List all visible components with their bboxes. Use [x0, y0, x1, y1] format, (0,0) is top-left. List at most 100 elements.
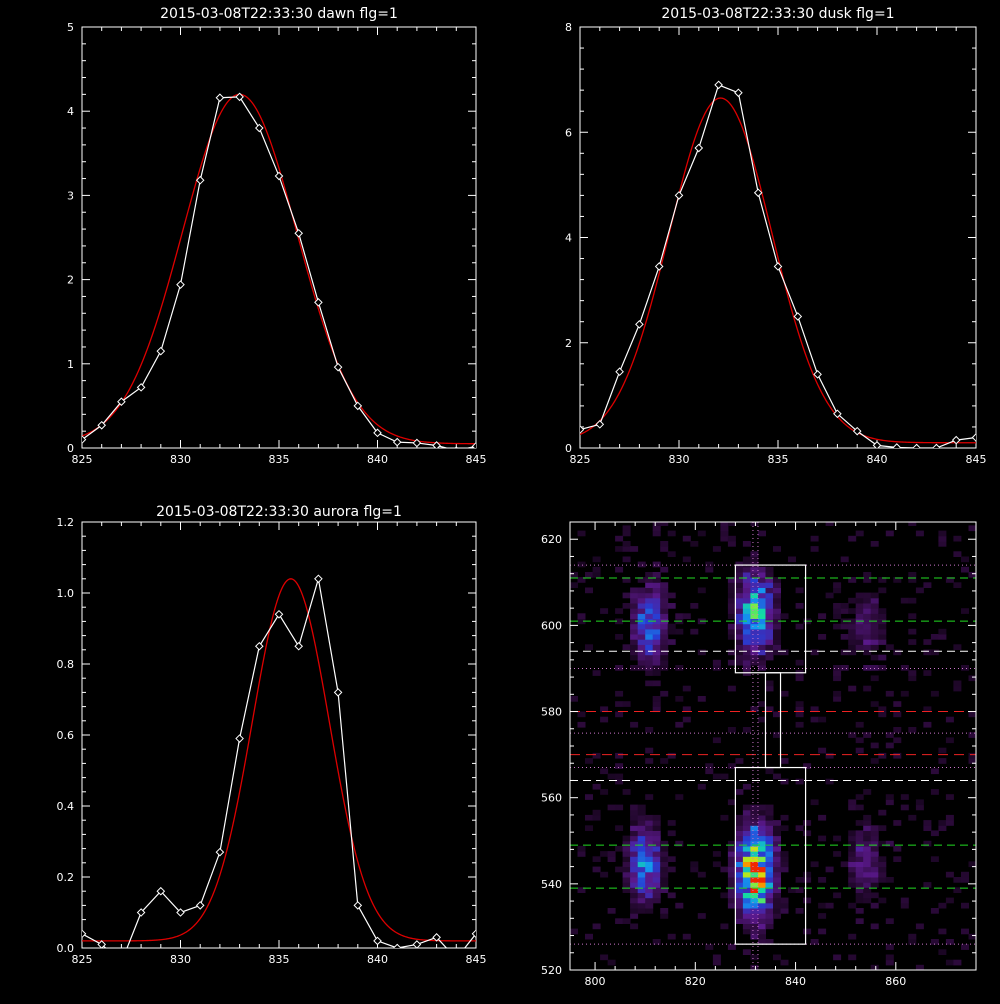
- heatmap-pixel: [622, 541, 631, 547]
- heatmap-pixel: [848, 954, 857, 961]
- heatmap-pixel: [727, 866, 736, 873]
- heatmap-pixel: [742, 918, 751, 924]
- heatmap-pixel: [773, 861, 781, 868]
- heatmap-pixel: [637, 654, 646, 661]
- heatmap-pixel: [742, 908, 751, 914]
- heatmap-pixel: [630, 887, 639, 893]
- heatmap-pixel: [878, 897, 887, 904]
- heatmap-pixel: [637, 592, 646, 599]
- heatmap-pixel: [682, 613, 691, 619]
- heatmap-pixel: [735, 856, 744, 862]
- heatmap-pixel: [652, 825, 661, 831]
- heatmap-pixel: [773, 892, 781, 899]
- aurora-data-point: [215, 847, 225, 857]
- heatmap-pixel: [570, 582, 578, 588]
- heatmap-pixel: [600, 954, 609, 961]
- heatmap-pixel: [885, 954, 894, 961]
- heatmap-pixel: [645, 577, 654, 583]
- heatmap-region-box: [764, 672, 782, 769]
- heatmap-pixel: [637, 902, 646, 909]
- dawn-line-chart: 2015-03-08T22:33:30 dawn flg=1 825 830 835…: [67, 6, 487, 466]
- heatmap-pixel: [645, 727, 654, 733]
- heatmap-pixel: [773, 732, 781, 738]
- heatmap-pixel: [878, 711, 887, 718]
- heatmap-pixel: [615, 701, 624, 707]
- heatmap-pixel: [765, 892, 774, 899]
- heatmap-pixel: [637, 814, 646, 821]
- heatmap-pixel: [961, 902, 969, 909]
- aurora-image-heatmap: 800 820 840 860 520 540 560 580 600 620: [541, 521, 977, 988]
- dusk-y-tick-label: 0: [565, 442, 572, 455]
- heatmap-pixel: [660, 654, 669, 661]
- heatmap-pixel: [961, 665, 969, 671]
- heatmap-pixel: [742, 871, 751, 878]
- dusk-y-tick-label: 8: [565, 21, 572, 34]
- heatmap-pixel: [750, 577, 759, 583]
- aurora-data-point: [471, 929, 476, 939]
- heatmap-pixel: [577, 577, 586, 583]
- heatmap-pixel: [660, 522, 669, 526]
- heatmap-pixel: [630, 639, 639, 645]
- heatmap-pixel: [915, 530, 924, 537]
- heatmap-pixel: [953, 680, 962, 687]
- heatmap-pixel: [900, 794, 909, 800]
- heatmap-pixel: [961, 566, 969, 573]
- heatmap-pixel: [893, 820, 902, 826]
- heatmap-pixel: [742, 659, 751, 666]
- heatmap-pixel: [750, 659, 759, 666]
- heatmap-pixel: [735, 814, 744, 821]
- heatmap-pixel: [758, 566, 766, 573]
- heatmap-pixel: [908, 597, 917, 604]
- heatmap-pixel: [773, 820, 781, 826]
- heatmap-pixel: [667, 856, 676, 862]
- heatmap-pixel: [863, 814, 872, 821]
- heatmap-pixel: [848, 649, 857, 656]
- heatmap-pixel: [727, 727, 736, 733]
- heatmap-pixel: [750, 644, 759, 650]
- heatmap-pixel: [773, 628, 781, 635]
- heatmap-pixel: [735, 877, 744, 883]
- heatmap-pixel: [773, 644, 781, 650]
- heatmap-pixel: [727, 577, 736, 583]
- heatmap-pixel: [630, 892, 639, 899]
- heatmap-pixel: [848, 902, 857, 909]
- heatmap-pixel: [773, 546, 781, 552]
- heatmap-pixel: [667, 603, 676, 609]
- heatmap-pixel: [795, 711, 804, 718]
- heatmap-pixel: [758, 866, 766, 873]
- dawn-data-point: [117, 397, 126, 406]
- heatmap-pixel: [735, 845, 744, 852]
- heatmap-pixel: [645, 861, 654, 868]
- heatmap-pixel: [660, 887, 669, 893]
- dawn-data-point: [353, 401, 363, 411]
- heatmap-pixel: [637, 830, 646, 837]
- heatmap-pixel: [750, 866, 759, 873]
- heatmap-pixel: [878, 871, 887, 878]
- heatmap-pixel: [870, 835, 879, 842]
- heatmap-pixel: [765, 809, 774, 816]
- dawn-x-tick-label: 845: [466, 453, 487, 466]
- heatmap-pixel: [637, 659, 646, 666]
- heatmap-pixel: [727, 541, 736, 547]
- heatmap-pixel: [660, 861, 669, 868]
- heatmap-pixel: [855, 877, 864, 883]
- heatmap-pixel: [893, 727, 902, 733]
- heatmap-pixel: [855, 737, 864, 744]
- heatmap-pixel: [622, 525, 631, 532]
- heatmap-pixel: [863, 877, 872, 883]
- heatmap-pixel: [780, 856, 789, 862]
- heatmap-pixel: [652, 525, 661, 532]
- heatmap-pixel: [870, 882, 879, 888]
- heatmap-pixel: [720, 535, 729, 542]
- heatmap-pixel: [840, 634, 849, 640]
- dusk-data-point: [674, 191, 684, 200]
- heatmap-pixel: [818, 913, 827, 919]
- heatmap-pixel: [645, 597, 654, 604]
- heatmap-pixel: [758, 861, 766, 868]
- heatmap-pixel: [615, 546, 624, 552]
- heatmap-pixel: [810, 706, 819, 713]
- heatmap-pixel: [795, 587, 804, 594]
- heatmap-pixel: [652, 897, 661, 904]
- heatmap-pixel: [908, 727, 917, 733]
- heatmap-pixel: [742, 639, 751, 645]
